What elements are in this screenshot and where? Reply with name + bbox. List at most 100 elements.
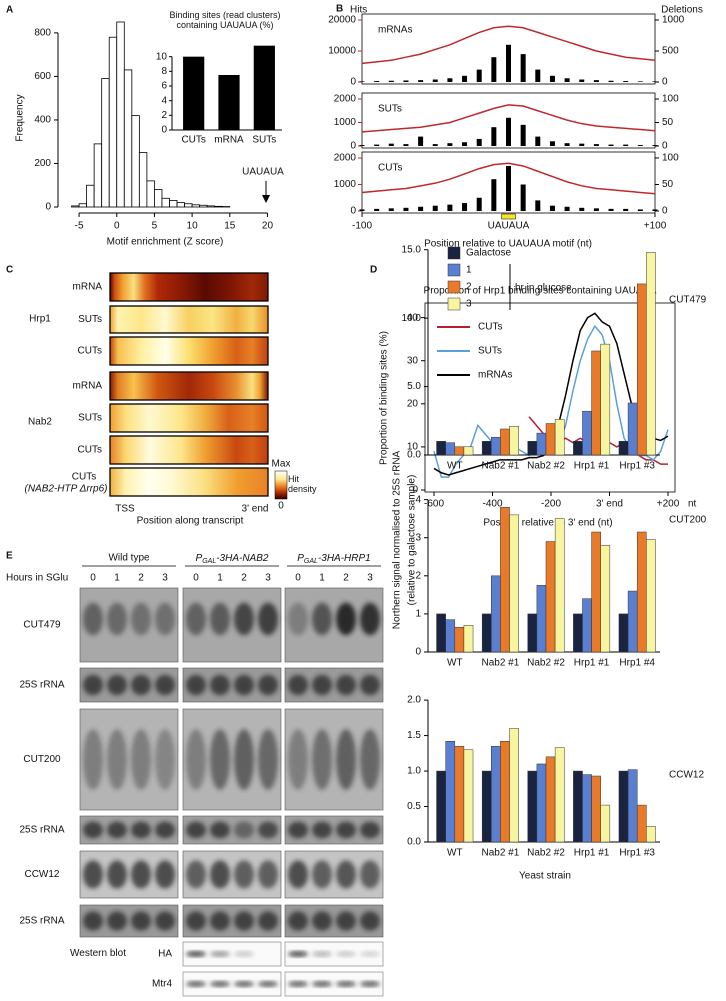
legend-label: 2: [466, 282, 472, 293]
blot-band: [131, 821, 151, 839]
x-tick-label: Hrp1 #3: [619, 461, 655, 472]
y2-tick-label: 0: [662, 141, 668, 152]
y-tick-label: 15.0: [402, 244, 422, 255]
deletion-bar: [388, 208, 394, 211]
histogram-bar: [146, 180, 155, 208]
blot-band: [258, 821, 278, 839]
deletion-bar: [491, 179, 497, 211]
deletion-bar: [579, 79, 585, 82]
hits-line: [361, 162, 656, 195]
deletion-bar: [388, 80, 394, 82]
deletion-bar: [462, 203, 468, 211]
blot-band: [288, 860, 308, 889]
blot-band: [155, 911, 175, 931]
x-axis-label: Position relative to UAUAUA motif (nt): [424, 239, 592, 250]
x-tick-label: +200: [657, 499, 680, 510]
hour-label: 3: [162, 573, 168, 584]
blot-band: [360, 951, 380, 957]
panel-frame: [361, 13, 656, 85]
inset-title: Binding sites (read clusters) containing…: [169, 10, 281, 31]
blot-row-label: 25S rRNA: [19, 825, 64, 836]
bar: [183, 56, 205, 130]
deletion-bar: [623, 208, 629, 211]
row-label: mRNA: [73, 282, 103, 293]
bar: [600, 545, 611, 653]
blot-band: [234, 981, 254, 987]
blot-band: [83, 911, 103, 931]
histogram-bar: [206, 205, 216, 208]
x-tick-label: Nab2 #2: [527, 658, 565, 669]
y-tick-label: 10000: [328, 46, 356, 57]
blot-band: [186, 911, 206, 931]
colorbar: [274, 470, 288, 500]
deletion-bar: [652, 145, 658, 146]
x-tick-label: Hrp1 #3: [619, 848, 655, 859]
x-tick-label: 20: [262, 221, 274, 232]
y2-axis-label: Deletions: [661, 5, 703, 16]
western-label-box: Western blot: [70, 948, 126, 959]
blot-band: [131, 729, 151, 790]
bar: [509, 514, 519, 653]
deletion-bar: [359, 81, 365, 82]
blot-band: [336, 602, 356, 636]
deletion-bar: [491, 57, 497, 82]
y-tick-label: 0: [412, 485, 418, 496]
blot-row-label: 25S rRNA: [19, 680, 64, 691]
group-label: Hrp1: [29, 314, 51, 325]
y-tick-label: 20000: [328, 15, 356, 26]
deletion-bar: [623, 144, 629, 146]
legend-label: SUTs: [478, 346, 502, 357]
bar: [454, 446, 465, 456]
deletion-bar: [593, 208, 599, 211]
bar: [618, 770, 629, 843]
histogram-bar: [123, 69, 133, 208]
blot-band: [336, 951, 356, 957]
y-tick-label: 0: [161, 125, 167, 136]
x-tick-label: Hrp1 #1: [574, 461, 610, 472]
blot-band: [155, 821, 175, 839]
blot-band: [210, 729, 230, 790]
deletion-bar: [432, 144, 438, 146]
row-label: mRNA: [73, 381, 103, 392]
x-tick-label: Nab2 #1: [481, 658, 519, 669]
deletion-bar: [418, 80, 424, 82]
y-axis-label-note: (relative to galactose sample): [407, 475, 418, 606]
blot-band: [312, 729, 332, 790]
colorbar-min: 0: [278, 501, 284, 512]
deletion-bar: [608, 144, 614, 146]
row-label: SUTs: [78, 314, 102, 325]
blot-band: [107, 729, 127, 790]
bar: [491, 745, 501, 843]
blot-band: [155, 674, 175, 696]
bar: [600, 343, 611, 456]
bar: [554, 518, 565, 653]
deletion-bar: [506, 117, 511, 146]
annotation-arrowhead: [262, 195, 270, 203]
x-start-label: TSS: [115, 504, 135, 515]
western-label: Western blot: [70, 948, 126, 959]
blot-band: [288, 981, 308, 987]
blot-band: [210, 821, 230, 839]
blot-band: [155, 729, 175, 790]
x-tick-label: +100: [644, 221, 667, 232]
bar: [454, 626, 465, 653]
bar: [646, 826, 656, 843]
blot-band: [234, 911, 254, 931]
blot-band: [186, 951, 206, 957]
blot-band: [336, 729, 356, 790]
y2-tick-label: 0: [662, 206, 668, 217]
chart-title: CUT479: [669, 295, 707, 306]
legend-label: 1: [466, 265, 472, 276]
histogram-bar: [131, 115, 140, 208]
deletion-bar: [637, 209, 643, 211]
y-tick-label: 2.0: [407, 695, 421, 706]
panel-label: A: [6, 5, 13, 16]
row-label: CUTs: [78, 346, 102, 357]
blot-band: [258, 674, 278, 696]
deletion-bar: [476, 138, 482, 146]
bar: [527, 613, 538, 653]
blot-band: [234, 951, 254, 957]
panel-label: E: [6, 551, 13, 562]
strain-subscript: GAL: [202, 558, 216, 565]
